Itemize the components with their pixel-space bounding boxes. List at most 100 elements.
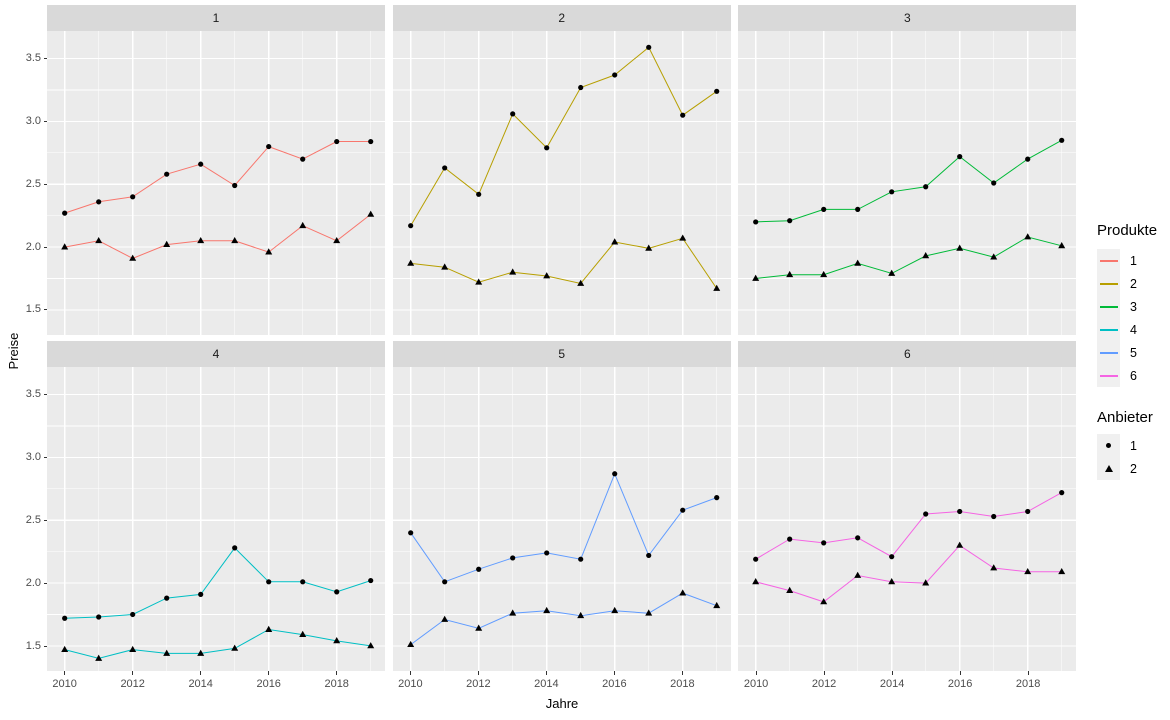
y-tick-label: 3.5: [25, 52, 41, 65]
facet-strip: 2: [392, 5, 731, 31]
series-line-anbieter-2: [64, 629, 371, 660]
x-tick-mark: [613, 671, 615, 675]
y-axis-title: Preise: [6, 332, 21, 370]
data-point-circle: [368, 578, 374, 584]
data-point-triangle: [610, 607, 618, 614]
data-point-triangle: [163, 649, 171, 657]
series-line-anbieter-1: [755, 492, 1063, 560]
data-point-circle: [334, 589, 340, 595]
data-point-circle: [889, 189, 895, 195]
data-point-triangle: [576, 612, 584, 619]
x-tick-label: 2018: [324, 678, 349, 691]
data-point-circle: [855, 206, 861, 212]
data-point-circle: [368, 138, 374, 145]
data-point-circle: [577, 556, 583, 563]
legend-entry-produkt-2: 2: [1097, 272, 1157, 295]
legend-key-line: [1097, 318, 1120, 341]
y-tick-mark: [43, 457, 47, 459]
x-tick-label: 2018: [670, 678, 695, 691]
data-point-triangle: [888, 269, 896, 276]
facet-panel: [392, 31, 731, 335]
series-line-anbieter-2: [756, 236, 1063, 279]
legend-key-line: [1097, 341, 1120, 364]
data-point-circle: [645, 44, 651, 50]
data-point-triangle: [854, 572, 862, 579]
data-point-circle: [509, 111, 515, 117]
data-point-circle: [577, 84, 583, 91]
data-point-circle: [1025, 509, 1031, 515]
data-point-triangle: [854, 259, 862, 266]
data-point-triangle: [990, 253, 998, 260]
x-tick-mark: [268, 671, 270, 675]
series-line-anbieter-1: [756, 139, 1063, 223]
legend-title-anbieter: Anbieter: [1097, 409, 1153, 426]
x-tick-label: 2014: [188, 678, 213, 691]
data-point-triangle: [1024, 233, 1032, 240]
x-tick-label: 2010: [52, 678, 77, 691]
data-point-triangle: [299, 631, 307, 638]
data-point-triangle: [956, 244, 964, 251]
data-point-circle: [821, 540, 827, 546]
legend-label: 5: [1130, 345, 1137, 360]
data-point-triangle: [820, 598, 828, 605]
data-point-circle: [611, 471, 617, 477]
y-tick-mark: [43, 246, 47, 248]
series-line-anbieter-2: [755, 545, 1063, 603]
data-point-triangle: [990, 564, 998, 571]
x-tick-mark: [891, 671, 893, 675]
data-point-triangle: [1058, 568, 1066, 575]
data-point-circle: [300, 579, 306, 585]
facet-strip: 4: [47, 341, 385, 368]
data-point-triangle: [440, 263, 448, 270]
data-point-triangle: [786, 270, 794, 278]
data-point-triangle: [61, 646, 69, 653]
data-point-circle: [611, 72, 617, 78]
legend-label: 1: [1130, 253, 1137, 268]
x-tick-label: 2018: [1015, 678, 1041, 691]
line-swatch-icon: [1099, 351, 1118, 354]
x-tick-mark: [959, 671, 961, 675]
data-point-circle: [509, 555, 515, 561]
facet-panel: [392, 367, 731, 672]
facet-strip-label: 5: [558, 347, 566, 362]
x-tick-label: 2016: [602, 678, 627, 691]
data-point-triangle: [752, 274, 760, 281]
legend-produkte-entries: 1 2 3 4 5 6: [1097, 249, 1157, 387]
data-point-circle: [62, 210, 68, 216]
x-tick-label: 2010: [398, 678, 423, 691]
y-tick-label: 2.5: [25, 177, 41, 190]
data-point-circle: [407, 223, 413, 229]
series-line-anbieter-2: [410, 592, 717, 646]
series-line-anbieter-1: [64, 141, 371, 214]
x-tick-mark: [823, 671, 825, 675]
data-point-circle: [62, 615, 68, 622]
data-point-triangle: [922, 579, 930, 586]
data-point-triangle: [61, 243, 69, 250]
data-point-triangle: [786, 587, 794, 594]
series-line-anbieter-2: [64, 214, 372, 259]
legend-key-line: [1097, 249, 1120, 272]
data-point-circle: [475, 566, 481, 573]
data-point-triangle: [265, 248, 273, 255]
legend-label: 3: [1130, 299, 1137, 314]
data-point-triangle: [956, 541, 964, 549]
x-tick-label: 2016: [256, 678, 281, 691]
facet-strip-label: 2: [558, 11, 566, 25]
data-point-triangle: [95, 236, 103, 244]
y-tick-mark: [43, 520, 47, 522]
legend-label: 6: [1130, 368, 1137, 383]
facet-strip: 1: [47, 5, 385, 31]
data-point-circle: [232, 545, 238, 551]
x-axis-title: Jahre: [545, 696, 579, 711]
data-point-triangle: [406, 641, 414, 648]
data-point-triangle: [888, 578, 896, 585]
data-point-circle: [164, 171, 170, 177]
series-line-anbieter-2: [410, 237, 717, 289]
data-point-triangle: [163, 240, 171, 247]
data-point-circle: [753, 556, 759, 563]
x-tick-label: 2014: [534, 678, 559, 691]
line-swatch-icon: [1099, 259, 1118, 262]
data-point-circle: [96, 199, 102, 205]
data-point-circle: [787, 218, 793, 224]
data-point-triangle: [820, 270, 828, 278]
